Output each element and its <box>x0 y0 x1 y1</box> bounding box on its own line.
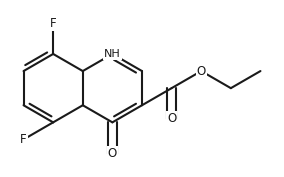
Text: O: O <box>167 112 176 125</box>
Text: O: O <box>108 147 117 160</box>
Text: F: F <box>20 133 27 146</box>
Text: O: O <box>197 65 206 78</box>
Text: F: F <box>50 17 57 30</box>
Text: NH: NH <box>104 49 121 59</box>
